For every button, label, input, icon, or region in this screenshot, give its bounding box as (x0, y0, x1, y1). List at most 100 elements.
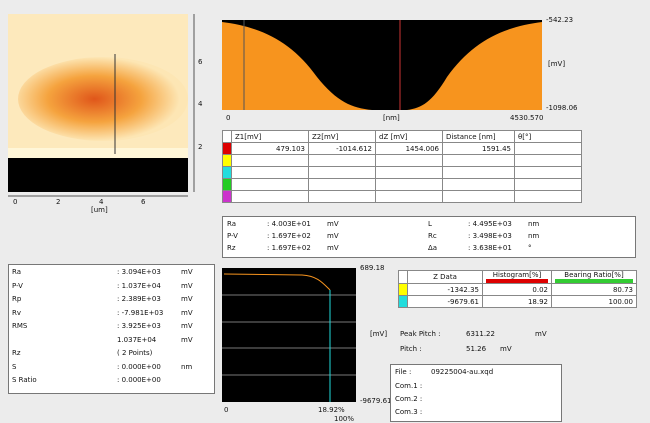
stat-value: : 1.697E+02 (267, 232, 311, 240)
cursor-label: 18.92% (318, 406, 345, 414)
stat-value: : 3.094E+03 (117, 268, 161, 276)
stat-name: Rv (12, 308, 22, 317)
profile-stats: Ra : 4.003E+01 mV P-V : 1.697E+02 mV Rz : 1.697… (222, 216, 636, 258)
header: θ[°] (514, 130, 582, 143)
stat-value: : -7.981E+03 (117, 308, 164, 317)
header: Histogram[%] (482, 270, 552, 284)
stat-name: Rz (227, 244, 236, 252)
label: Pitch : (400, 345, 422, 353)
stat-value: : 3.498E+03 (468, 232, 512, 240)
stat-value: : 3.925E+03 (117, 322, 161, 330)
y-bottom: -9679.61 (360, 397, 392, 405)
stat-value: : 0.000E+00 (117, 376, 161, 384)
x-tick: 0 (13, 198, 18, 206)
stat-unit: mV (181, 308, 193, 317)
stat-unit: mV (327, 244, 339, 252)
stat-name: Δa (428, 244, 438, 252)
header-text: Histogram[%] (492, 271, 542, 279)
header: Z2[mV] (308, 130, 376, 143)
y-tick: 2 (198, 143, 203, 151)
stat-name: S (12, 362, 17, 371)
header-text: Bearing Ratio[%] (564, 271, 624, 279)
value: 6311.22 (466, 330, 495, 338)
histogram-table: Z Data Histogram[%] Bearing Ratio[%] -13… (398, 270, 637, 308)
cell: 100.00 (551, 295, 637, 308)
stat-unit: mV (327, 232, 339, 240)
stat-unit: mV (181, 295, 193, 303)
y-unit: [mV] (548, 60, 566, 68)
header: Z1[mV] (231, 130, 309, 143)
x-start: 0 (226, 114, 231, 122)
stat-name: RMS (12, 322, 28, 330)
cell: 18.92 (482, 295, 552, 308)
file-label: File : (395, 368, 412, 376)
header: Bearing Ratio[%] (551, 270, 637, 284)
y-top: 689.18 (360, 264, 385, 272)
bearing-chart (222, 268, 356, 402)
comment: Com.2 : (395, 395, 423, 403)
stat-unit: mV (181, 322, 193, 330)
cell: -1342.35 (407, 283, 483, 296)
y-tick: 4 (198, 100, 203, 108)
stat-unit: mV (327, 220, 339, 228)
stat-value: : 3.638E+01 (468, 244, 512, 252)
area-stats: Ra: 3.094E+03 mV P-V: 1.037E+04 mV Rp: 2.389… (8, 264, 215, 394)
comment: Com.1 : (395, 382, 423, 390)
cell: 1454.006 (375, 142, 443, 155)
y-tick: 6 (198, 58, 203, 66)
stat-value: : 1.697E+02 (267, 244, 311, 252)
stat-name: P-V (227, 232, 238, 240)
file-box: File : 09225004-au.xqd Com.1 : Com.2 : C… (390, 364, 562, 422)
stat-name: S Ratio (12, 376, 37, 384)
y-top: -542.23 (546, 16, 574, 24)
header: Z Data (407, 270, 483, 284)
stat-value: : 2.389E+03 (117, 295, 161, 303)
image-panel (8, 14, 195, 197)
cell: 0.02 (482, 283, 552, 296)
header: Distance [nm] (442, 130, 515, 143)
x-end: 4530.570 (510, 114, 544, 122)
file-name: 09225004-au.xqd (431, 368, 494, 376)
comment: Com.3 : (395, 408, 423, 416)
x-unit: [um] (91, 206, 108, 214)
stat-value: ( 2 Points) (117, 349, 153, 357)
cell: 479.103 (231, 142, 309, 155)
profile-chart (222, 20, 542, 110)
stat-name: Ra (227, 220, 236, 228)
unit: mV (535, 330, 547, 338)
stat-unit: mV (181, 335, 193, 344)
unit: mV (500, 345, 512, 353)
cell (514, 142, 582, 155)
header: dZ [mV] (375, 130, 443, 143)
stat-value: : 1.037E+04 (117, 281, 161, 290)
stat-name: Rz (12, 349, 21, 357)
stat-unit: mV (181, 281, 193, 290)
x-tick: 4 (99, 198, 104, 206)
stat-unit: mV (181, 268, 193, 276)
cell: 80.73 (551, 283, 637, 296)
stat-value: : 4.495E+03 (468, 220, 512, 228)
stat-name: Rp (12, 295, 22, 303)
x-end: 100% (334, 415, 355, 423)
y-unit: [mV] (370, 330, 388, 338)
stat-name: Rc (428, 232, 437, 240)
stat-unit: nm (528, 220, 540, 228)
x-tick: 2 (56, 198, 61, 206)
cursor-table: Z1[mV] Z2[mV] dZ [mV] Distance [nm] θ[°]… (222, 130, 582, 203)
x-tick: 6 (141, 198, 146, 206)
x-unit: [nm] (383, 114, 400, 122)
stat-name: Ra (12, 268, 21, 276)
stat-value: : 0.000E+00 (117, 362, 161, 371)
cell: 1591.45 (442, 142, 515, 155)
label: Peak Pitch : (400, 330, 441, 338)
stat-name: L (428, 220, 432, 228)
x-start: 0 (224, 406, 229, 414)
value: 51.26 (466, 345, 487, 353)
stat-value: : 4.003E+01 (267, 220, 311, 228)
stat-value: 1.037E+04 (117, 335, 157, 344)
cell: -1014.612 (308, 142, 376, 155)
y-bottom: -1098.06 (546, 104, 578, 112)
stat-unit: ° (528, 244, 532, 252)
cell: -9679.61 (407, 295, 483, 308)
